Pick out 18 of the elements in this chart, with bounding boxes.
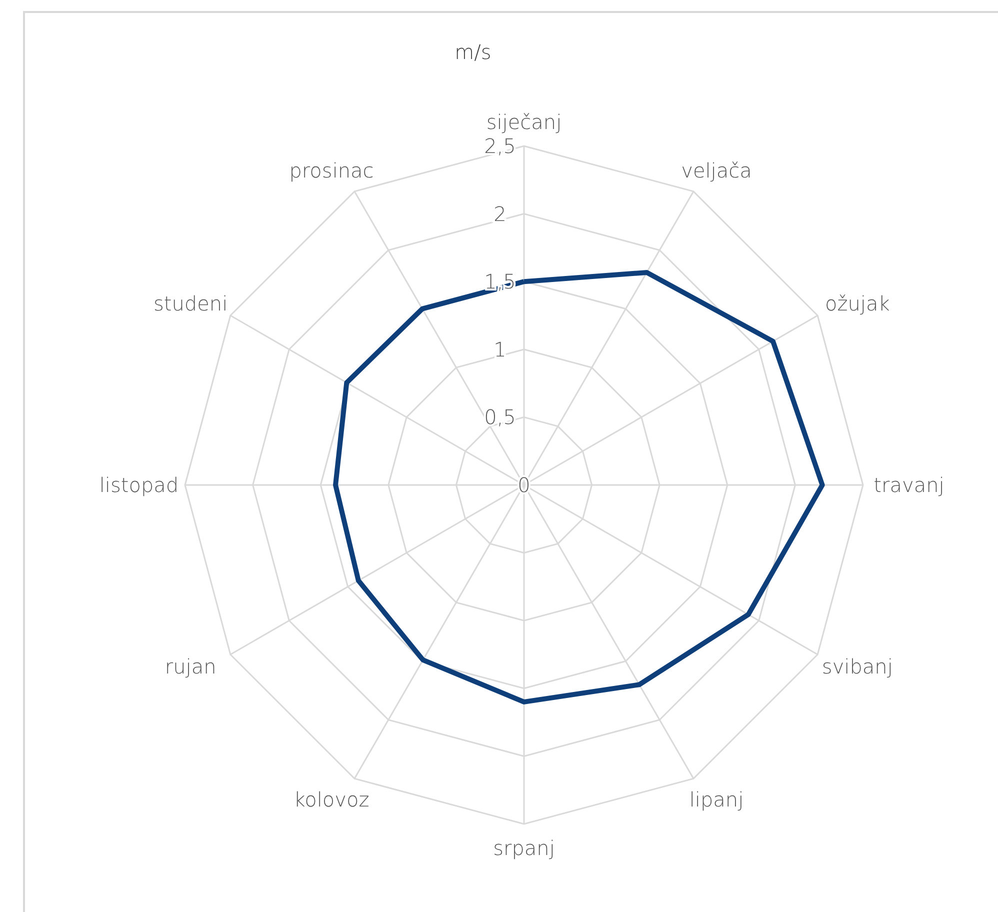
y-tick-label: 0 [518,473,530,497]
spoke-label: studeni [153,292,228,316]
spoke-label: ožujak [825,292,890,316]
spoke-label: veljača [681,158,752,183]
text: m/s [454,40,492,64]
spoke-label: srpanj [493,836,555,860]
y-tick-label: 2,5 [484,134,516,158]
spoke-label: siječanj [486,110,562,134]
spoke-label: prosinac [289,158,374,183]
spoke-label: travanj [874,473,944,497]
spoke-label: lipanj [689,787,744,812]
spoke-label: svibanj [822,654,893,678]
y-tick-label: 2 [494,202,506,226]
spoke-label: rujan [164,654,216,678]
y-tick-label: 1 [494,337,506,362]
spoke-label: kolovoz [294,787,370,812]
spoke-label: listopad [99,473,179,497]
y-tick-label: 0,5 [484,405,516,430]
